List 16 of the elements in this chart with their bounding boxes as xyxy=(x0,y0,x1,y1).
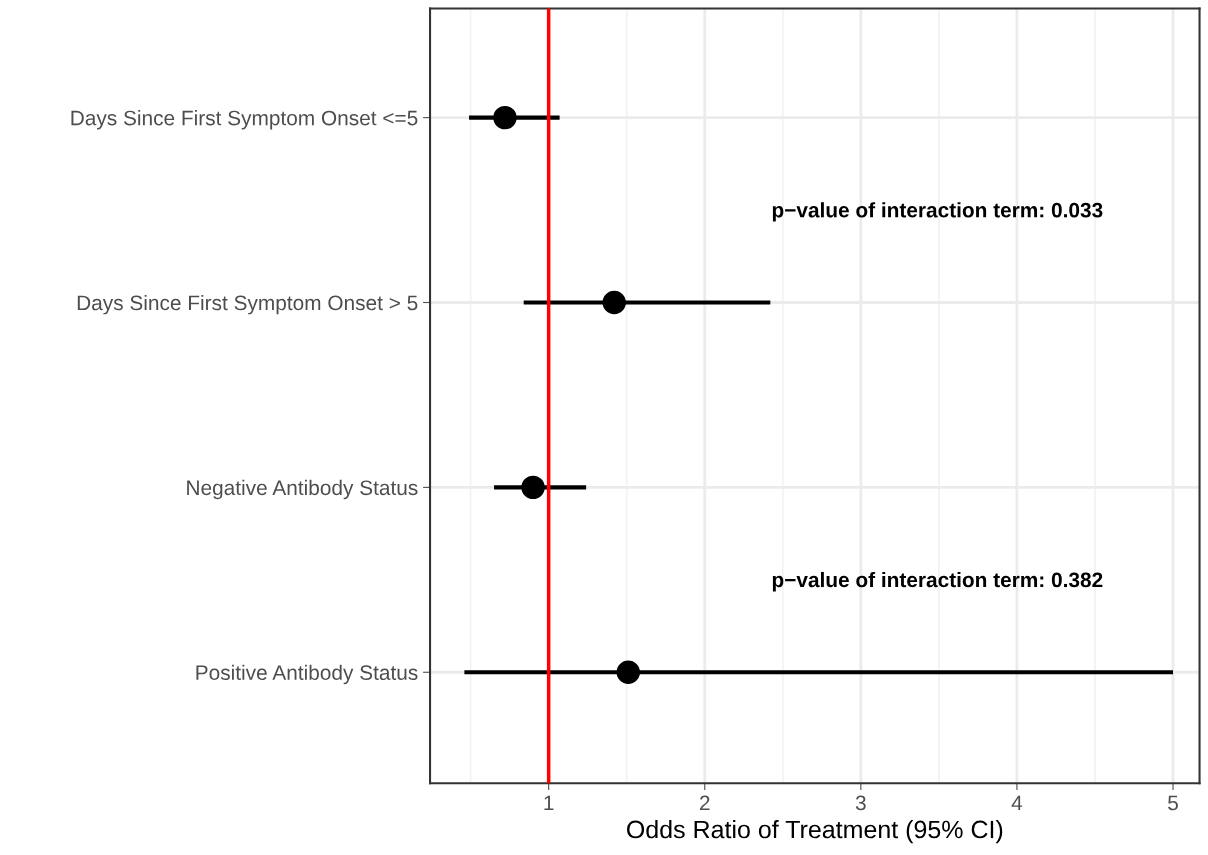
point xyxy=(616,660,640,684)
point xyxy=(521,475,545,500)
point xyxy=(602,290,626,315)
x-tick-label: 4 xyxy=(1011,795,1023,811)
x-tick-label: 2 xyxy=(700,795,710,811)
y-tick-label: Positive Antibody Status xyxy=(196,664,418,685)
point xyxy=(493,105,517,130)
annotation: p−value of interaction term: 0.033 xyxy=(772,202,1103,222)
x-tick-label: 3 xyxy=(855,795,866,811)
x-tick-label: 1 xyxy=(544,795,554,811)
x-tick-label: 5 xyxy=(1168,795,1178,811)
x-axis-title: Odds Ratio of Treatment (95% CI) xyxy=(627,819,1003,844)
y-tick-label: Days Since First Symptom Onset <=5 xyxy=(71,110,418,130)
y-tick-label: Negative Antibody Status xyxy=(187,479,418,500)
annotation: p−value of interaction term: 0.382 xyxy=(772,571,1103,592)
y-tick-label: Days Since First Symptom Onset > 5 xyxy=(77,294,418,315)
